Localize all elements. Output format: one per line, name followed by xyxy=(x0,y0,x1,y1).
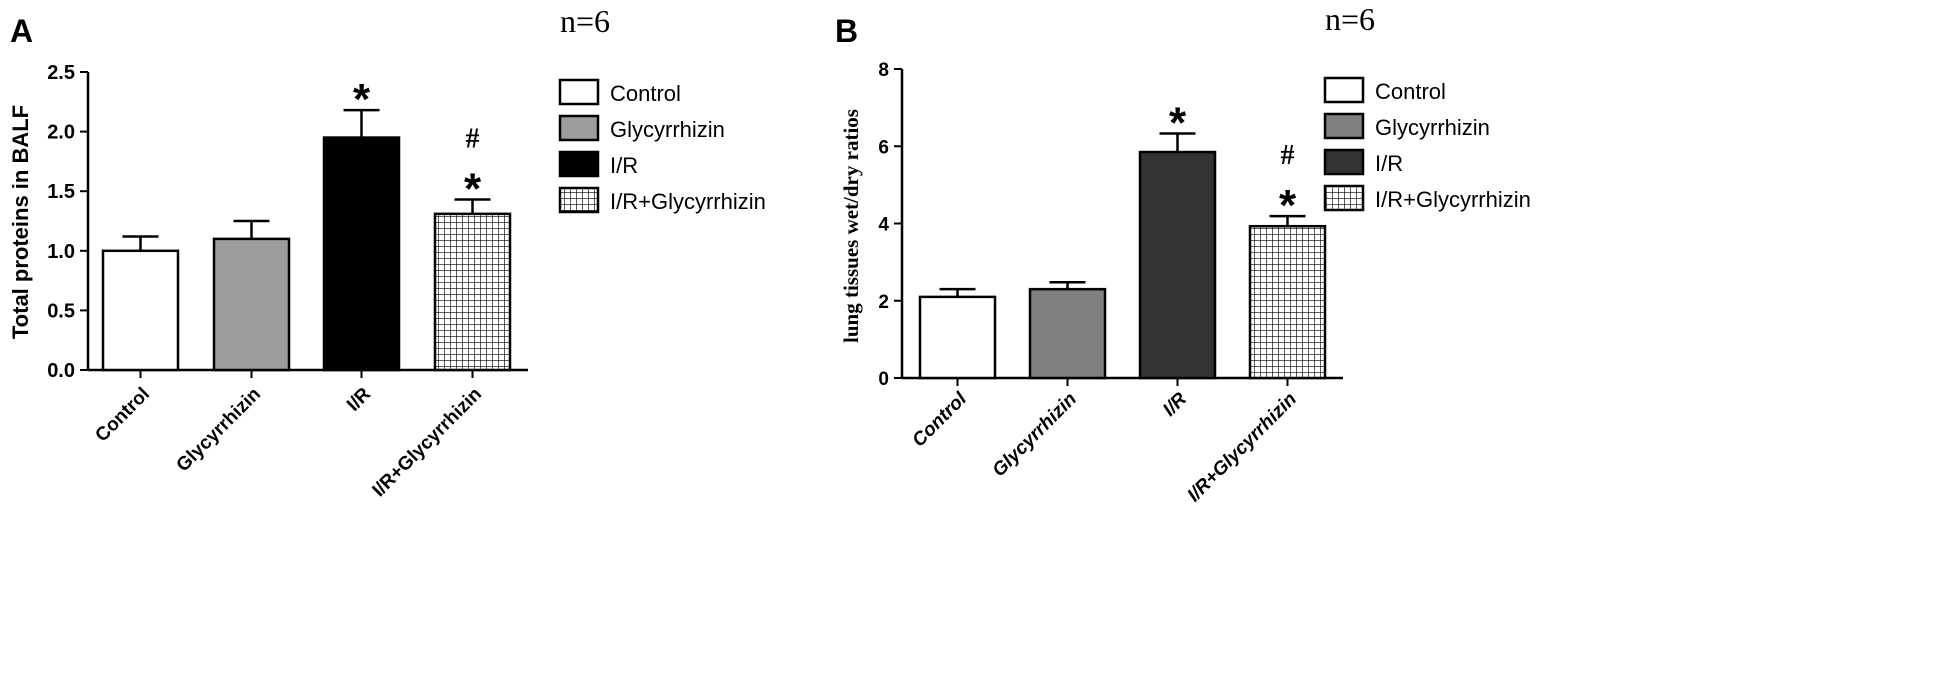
legend-swatch xyxy=(558,150,600,178)
legend-label: Glycyrrhizin xyxy=(1375,115,1490,140)
bar-control xyxy=(918,295,997,380)
legend: Control Glycyrrhizin I/R I/R+Glycyrrhizin xyxy=(558,78,766,214)
x-tick-label: Glycyrrhizin xyxy=(173,384,266,477)
legend-label: I/R+Glycyrrhizin xyxy=(1375,187,1531,212)
significance-star: * xyxy=(464,165,482,214)
x-tick-label: Control xyxy=(91,384,154,447)
legend-label: Glycyrrhizin xyxy=(610,117,725,142)
y-axis-title: lung tissues wet/dry ratios xyxy=(839,109,863,343)
y-tick-label: 4 xyxy=(878,215,889,236)
x-tick-label: I/R xyxy=(1159,388,1191,420)
bar-i-r xyxy=(1138,150,1217,380)
bar-i-r-glycyrrhizin xyxy=(433,212,512,372)
bar-control xyxy=(101,249,180,372)
legend-label: I/R+Glycyrrhizin xyxy=(610,189,766,214)
legend-swatch xyxy=(1323,184,1365,212)
legend-swatch xyxy=(1323,76,1365,104)
y-tick-label: 1.5 xyxy=(47,181,75,203)
legend-swatch xyxy=(558,114,600,142)
y-tick-label: 1.0 xyxy=(47,241,75,263)
legend-label: Control xyxy=(610,81,681,106)
legend-label: Control xyxy=(1375,79,1446,104)
y-tick-label: 0 xyxy=(878,369,889,390)
significance-hash: # xyxy=(1281,140,1295,171)
panel-label: B xyxy=(835,13,858,49)
x-tick-label: Glycyrrhizin xyxy=(989,389,1082,482)
x-tick-label: I/R+Glycyrrhizin xyxy=(1184,389,1302,507)
sample-size-label: n=6 xyxy=(560,3,610,39)
panel-label: A xyxy=(10,13,33,49)
x-tick-label: I/R xyxy=(343,383,375,415)
y-tick-label: 0.5 xyxy=(47,300,75,322)
y-tick-label: 2.0 xyxy=(47,122,75,144)
bar-glycyrrhizin xyxy=(1028,287,1107,380)
significance-hash: # xyxy=(466,124,480,155)
legend-label: I/R xyxy=(1375,151,1403,176)
y-tick-label: 2.5 xyxy=(47,62,75,84)
y-tick-label: 0.0 xyxy=(47,360,75,382)
bar-glycyrrhizin xyxy=(212,237,291,372)
y-tick-label: 8 xyxy=(878,60,889,81)
x-tick-label: Control xyxy=(908,388,971,451)
bar-i-r-glycyrrhizin xyxy=(1248,224,1327,380)
y-tick-label: 2 xyxy=(878,292,889,313)
legend: Control Glycyrrhizin I/R I/R+Glycyrrhizin xyxy=(1323,76,1531,212)
sample-size-label: n=6 xyxy=(1325,1,1375,37)
bar-i-r xyxy=(322,136,401,372)
legend-label: I/R xyxy=(610,153,638,178)
significance-star: * xyxy=(353,75,371,124)
legend-swatch xyxy=(1323,112,1365,140)
y-axis-title: Total proteins in BALF xyxy=(8,105,33,339)
significance-star: * xyxy=(1279,181,1297,230)
legend-swatch xyxy=(558,186,600,214)
y-tick-label: 6 xyxy=(878,137,889,158)
legend-swatch xyxy=(1323,148,1365,176)
significance-star: * xyxy=(1169,99,1187,148)
x-tick-label: I/R+Glycyrrhizin xyxy=(369,384,487,502)
legend-swatch xyxy=(558,78,600,106)
